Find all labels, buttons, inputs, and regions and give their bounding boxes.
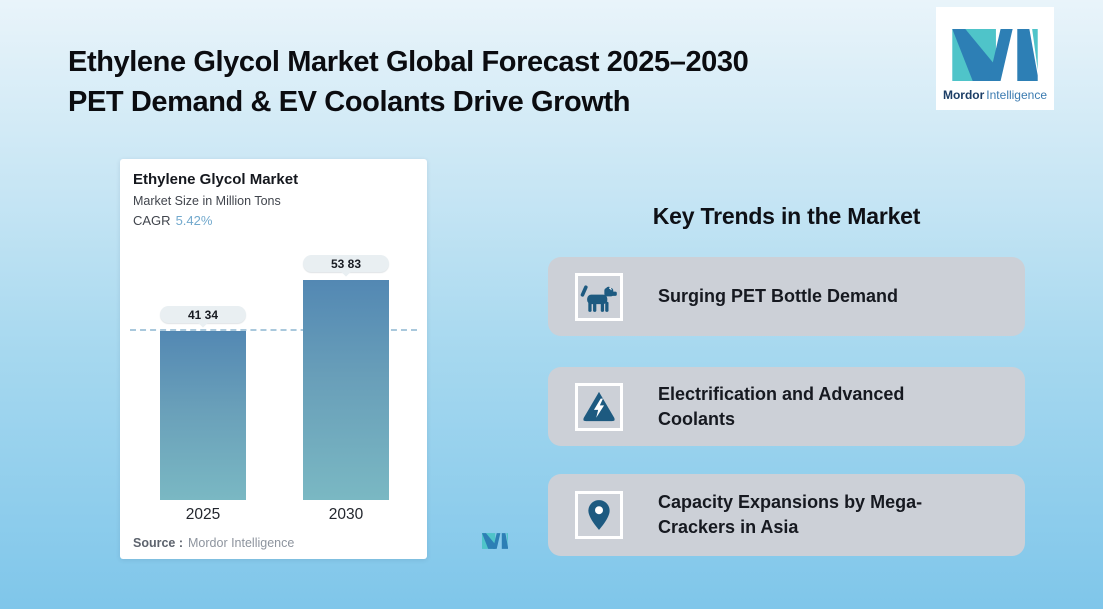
cagr-value: 5.42%: [175, 213, 213, 228]
bar-2030: [303, 280, 389, 500]
location-pin-icon: [588, 500, 610, 530]
bar-category-label: 2025: [185, 506, 221, 523]
bar-2025: [160, 331, 246, 500]
reference-dashed-line: [130, 329, 417, 331]
warning-lightning-icon: [583, 391, 615, 421]
bar-value-label: 53.83: [303, 255, 389, 277]
market-size-chart-card: Ethylene Glycol Market Market Size in Mi…: [120, 159, 508, 559]
mordor-monogram-icon: [952, 29, 1038, 81]
value-label-notch: [197, 316, 209, 328]
mordor-monogram-small-icon: [482, 533, 508, 549]
chart-subtitle: Market Size in Million Tons: [133, 194, 281, 208]
chart-source: Source : Mordor Intelligence: [133, 536, 294, 550]
value-label-notch: [340, 265, 352, 277]
bar-chart: 41.34 2025 53.83 2030: [120, 159, 427, 559]
page-title: Ethylene Glycol Market Global Forecast 2…: [68, 42, 749, 122]
source-label: Source :: [133, 536, 184, 550]
trend-card-pet-bottle: Surging PET Bottle Demand: [548, 257, 1025, 336]
page-title-line2: PET Demand & EV Coolants Drive Growth: [68, 86, 631, 118]
mordor-intelligence-logo: Mordor Intelligence: [936, 7, 1054, 110]
source-value: Mordor Intelligence: [188, 536, 295, 550]
page-title-line1: Ethylene Glycol Market Global Forecast 2…: [68, 46, 749, 78]
dog-icon: [580, 284, 617, 312]
trend-icon-frame: [575, 491, 623, 539]
trend-icon-frame: [575, 382, 623, 431]
trend-card-electrification: Electrification and Advanced Coolants: [548, 367, 1025, 446]
trend-label: Capacity Expansions by Mega-Crackers in …: [658, 492, 923, 537]
bar-category-label: 2030: [328, 506, 364, 523]
cagr-label: CAGR: [133, 213, 171, 228]
trend-card-capacity: Capacity Expansions by Mega-Crackers in …: [548, 474, 1025, 556]
trend-label: Surging PET Bottle Demand: [658, 286, 899, 306]
logo-wordmark-bold: Mordor: [942, 88, 985, 102]
trend-icon-frame: [575, 272, 623, 321]
key-trends-heading: Key Trends in the Market: [652, 203, 921, 229]
logo-wordmark: Mordor Intelligence: [943, 88, 1047, 102]
logo-wordmark-light: Intelligence: [986, 88, 1048, 102]
chart-title: Ethylene Glycol Market: [133, 171, 299, 188]
bar-value-label: 41.34: [160, 306, 246, 328]
chart-cagr: CAGR 5.42%: [133, 213, 212, 228]
trend-label: Electrification and Advanced Coolants: [658, 383, 905, 429]
